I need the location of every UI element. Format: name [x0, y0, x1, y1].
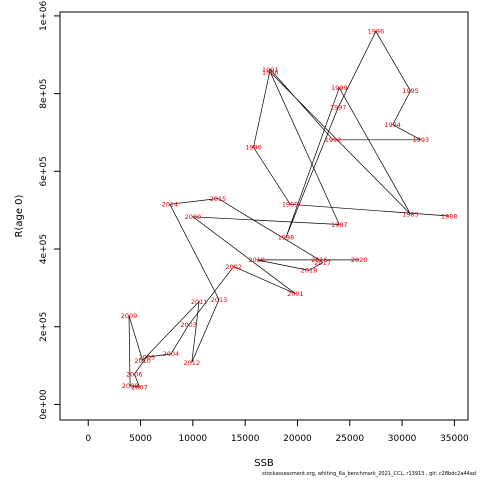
year-label-2000: 2000	[185, 213, 202, 221]
year-label-2009: 2009	[121, 312, 138, 320]
year-label-1994: 1994	[384, 121, 401, 129]
year-label-2020: 2020	[351, 256, 368, 264]
x-tick-label: 0	[85, 434, 91, 444]
year-label-2006: 2006	[126, 370, 143, 378]
year-label-2016: 2016	[311, 256, 328, 264]
year-label-1985: 1985	[402, 210, 419, 218]
trajectory-line	[128, 30, 450, 388]
year-label-2004: 2004	[163, 350, 180, 358]
year-label-2014: 2014	[162, 201, 179, 209]
year-label-2013: 2013	[211, 296, 228, 304]
year-label-1995: 1995	[402, 87, 419, 95]
year-label-1990: 1990	[245, 144, 262, 152]
x-tick-label: 15000	[231, 434, 260, 444]
y-tick-label: 1e+06	[39, 0, 49, 31]
series-lines	[128, 30, 450, 388]
x-tick-label: 10000	[179, 434, 208, 444]
x-tick-label: 25000	[335, 434, 364, 444]
year-label-1997: 1997	[330, 104, 347, 112]
y-axis: 0e+00 2e+05 4e+05 6e+05 8e+05 1e+06	[39, 0, 61, 420]
year-label-2007: 2007	[131, 383, 148, 391]
year-label-2008: 2008	[122, 382, 139, 390]
year-label-2003: 2003	[180, 321, 197, 329]
x-tick-label: 5000	[129, 434, 152, 444]
x-tick-label: 35000	[440, 434, 469, 444]
y-axis-label: R(age 0)	[14, 194, 25, 237]
x-tick-label: 20000	[283, 434, 312, 444]
year-label-2001: 2001	[287, 290, 304, 298]
year-label-2012: 2012	[184, 359, 201, 367]
year-label-1998: 1998	[278, 234, 295, 242]
year-label-2002: 2002	[225, 263, 242, 271]
year-label-1992: 1992	[325, 136, 342, 144]
x-axis-label: SSB	[254, 458, 274, 469]
year-label-1999: 1999	[331, 84, 348, 92]
year-label-1989: 1989	[282, 201, 299, 209]
y-tick-label: 6e+05	[39, 156, 49, 186]
year-label-1986: 1986	[262, 69, 279, 77]
x-tick-label: 30000	[388, 434, 417, 444]
year-label-2011: 2011	[191, 298, 208, 306]
footer-note: stockassessment.org, whiting_6a_benchmar…	[262, 471, 476, 477]
year-label-2019: 2019	[248, 256, 265, 264]
year-label-2005: 2005	[139, 353, 156, 361]
x-axis: 0 5000 10000 15000 20000 25000 30000 35000	[85, 419, 469, 444]
year-label-1993: 1993	[413, 136, 430, 144]
year-label-2015: 2015	[210, 195, 227, 203]
year-label-2018: 2018	[301, 267, 318, 275]
year-label-1996: 1996	[368, 28, 385, 36]
year-label-1988: 1988	[441, 212, 458, 220]
y-tick-label: 0e+00	[39, 389, 49, 420]
year-label-2010: 2010	[134, 357, 151, 365]
year-label-1991: 1991	[262, 66, 279, 74]
year-label-1987: 1987	[331, 221, 348, 229]
year-labels: 1988 1989 1990 1991 1992 1993 1994 1995 1996 1997…	[121, 28, 458, 392]
y-tick-label: 2e+05	[39, 312, 49, 342]
year-label-2017: 2017	[314, 259, 331, 267]
y-tick-label: 4e+05	[39, 234, 49, 264]
y-tick-label: 8e+05	[39, 78, 49, 108]
